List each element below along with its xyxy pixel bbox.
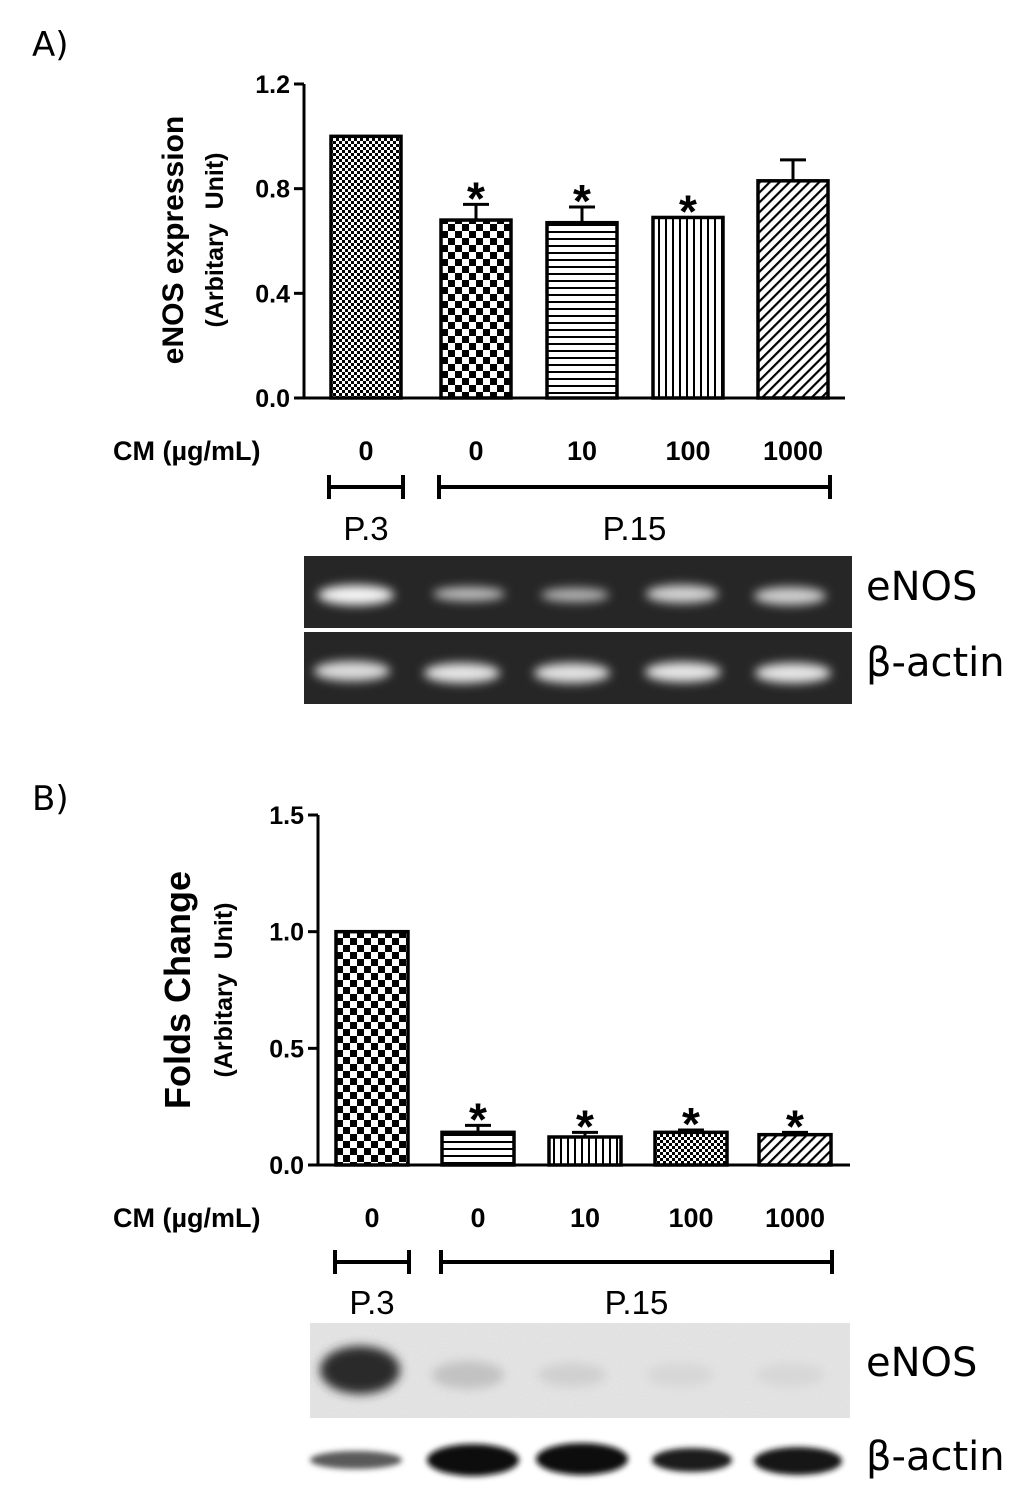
x-category-label: 0 bbox=[470, 1203, 485, 1233]
blot-band bbox=[652, 1448, 732, 1472]
panel-b: B) Folds Change (Arbitary Unit) 0.0 0.5 1.… bbox=[32, 779, 1005, 1480]
panel-a-x-categories: 0 0 10 100 1000 bbox=[358, 436, 823, 466]
panel-a-gel-actin: β-actin bbox=[304, 632, 1005, 704]
x-category-label: 0 bbox=[358, 436, 373, 466]
panel-a-bars: * * * bbox=[329, 134, 830, 400]
panel-b-x-categories: 0 0 10 100 1000 bbox=[364, 1203, 825, 1233]
x-category-label: 10 bbox=[567, 436, 597, 466]
significance-marker: * bbox=[573, 175, 591, 227]
panel-b-blot-enos: eNOS bbox=[310, 1323, 977, 1418]
y-tick-label: 0.8 bbox=[255, 176, 290, 204]
panel-a-blot-label-actin: β-actin bbox=[866, 640, 1005, 686]
panel-a-blot-label-enos: eNOS bbox=[866, 564, 977, 610]
x-category-label: 1000 bbox=[763, 436, 823, 466]
panel-a-label: A) bbox=[32, 25, 69, 65]
panel-b-blot-label-actin: β-actin bbox=[866, 1434, 1005, 1480]
panel-a-x-axis-title: CM (µg/mL) bbox=[113, 436, 261, 466]
blot-band bbox=[538, 1363, 606, 1387]
bar bbox=[545, 220, 619, 400]
bar bbox=[440, 1130, 516, 1167]
panel-b-blot-actin: β-actin bbox=[310, 1434, 1005, 1480]
x-category-label: 0 bbox=[468, 436, 483, 466]
bar bbox=[334, 929, 410, 1167]
panel-a: A) eNOS expression (Arbitary Unit) 0.00.… bbox=[32, 25, 1005, 704]
panel-b-blot-label-enos: eNOS bbox=[866, 1340, 977, 1386]
panel-a-gel-enos: eNOS bbox=[304, 556, 977, 628]
gel-band bbox=[645, 662, 721, 682]
bar bbox=[756, 179, 830, 400]
panel-a-groups: P.3 P.15 bbox=[327, 475, 832, 547]
gel-band bbox=[755, 663, 831, 683]
gel-band bbox=[424, 663, 500, 683]
x-category-label: 0 bbox=[364, 1203, 379, 1233]
gel-band bbox=[433, 587, 505, 601]
blot-band bbox=[432, 1361, 504, 1389]
panel-b-bars: * * * * bbox=[334, 929, 833, 1167]
panel-a-ylabel-sub: (Arbitary Unit) bbox=[201, 153, 229, 328]
x-category-label: 1000 bbox=[765, 1203, 825, 1233]
significance-marker: * bbox=[682, 1098, 700, 1150]
significance-marker: * bbox=[786, 1100, 804, 1152]
bar bbox=[653, 1130, 729, 1167]
panel-a-ylabel: eNOS expression bbox=[157, 116, 190, 364]
gel-band bbox=[754, 587, 826, 605]
significance-marker: * bbox=[469, 1093, 487, 1145]
y-tick-label: 0.4 bbox=[255, 280, 290, 308]
blot-band bbox=[646, 1363, 714, 1387]
bar bbox=[547, 1135, 623, 1167]
blot-band bbox=[320, 1346, 400, 1394]
significance-marker: * bbox=[576, 1100, 594, 1152]
y-tick-label: 0.0 bbox=[255, 385, 290, 413]
group-label: P.15 bbox=[603, 510, 667, 547]
x-category-label: 10 bbox=[570, 1203, 600, 1233]
group-label: P.15 bbox=[605, 1284, 669, 1321]
gel-band bbox=[541, 588, 609, 602]
y-tick-label: 0.0 bbox=[269, 1152, 304, 1180]
blot-band bbox=[754, 1447, 842, 1475]
y-tick-label: 0.5 bbox=[269, 1035, 304, 1063]
blot-band bbox=[536, 1443, 628, 1475]
panel-b-x-axis-title: CM (µg/mL) bbox=[113, 1203, 261, 1233]
panel-b-y-ticks: 0.0 0.5 1.0 1.5 bbox=[269, 802, 318, 1180]
gel-band bbox=[314, 661, 390, 681]
bar bbox=[329, 134, 403, 400]
y-tick-label: 1.5 bbox=[269, 802, 304, 830]
significance-marker: * bbox=[679, 185, 697, 237]
panel-b-label: B) bbox=[32, 779, 69, 819]
gel-band bbox=[318, 585, 394, 605]
group-label: P.3 bbox=[349, 1284, 394, 1321]
bar bbox=[757, 1132, 833, 1167]
panel-a-y-ticks: 0.0 0.4 0.8 1.2 bbox=[255, 71, 304, 413]
blot-band bbox=[756, 1363, 824, 1387]
panel-b-ylabel-sub: (Arbitary Unit) bbox=[210, 903, 238, 1078]
bar bbox=[439, 218, 513, 400]
y-tick-label: 1.2 bbox=[255, 71, 290, 99]
group-label: P.3 bbox=[343, 510, 388, 547]
significance-marker: * bbox=[467, 172, 485, 224]
panel-b-groups: P.3 P.15 bbox=[333, 1250, 834, 1321]
y-tick-label: 1.0 bbox=[269, 919, 304, 947]
blot-band bbox=[310, 1451, 402, 1469]
x-category-label: 100 bbox=[668, 1203, 713, 1233]
panel-b-ylabel: Folds Change bbox=[157, 871, 198, 1109]
bar bbox=[651, 215, 725, 400]
gel-band bbox=[534, 663, 610, 683]
x-category-label: 100 bbox=[665, 436, 710, 466]
gel-band bbox=[646, 585, 718, 603]
blot-band bbox=[427, 1444, 519, 1476]
